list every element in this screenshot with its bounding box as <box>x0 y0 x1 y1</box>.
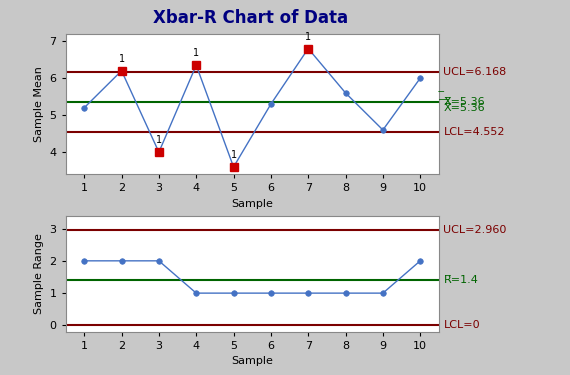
X-axis label: Sample: Sample <box>231 357 273 366</box>
Text: UCL=6.168: UCL=6.168 <box>443 67 507 77</box>
Y-axis label: Sample Range: Sample Range <box>34 233 44 314</box>
Text: 1: 1 <box>305 32 311 42</box>
X-axis label: Sample: Sample <box>231 199 273 209</box>
Text: LCL=0: LCL=0 <box>443 320 480 330</box>
Text: Xbar-R Chart of Data: Xbar-R Chart of Data <box>153 9 348 27</box>
Text: X̅=5.36: X̅=5.36 <box>443 97 485 107</box>
Text: ̅
X̅=5.36: ̅ X̅=5.36 <box>443 91 485 112</box>
Text: UCL=2.960: UCL=2.960 <box>443 225 507 235</box>
Text: R̅=1.4: R̅=1.4 <box>443 275 478 285</box>
Text: 1: 1 <box>156 135 162 145</box>
Text: 1: 1 <box>230 150 237 160</box>
Text: 1: 1 <box>119 54 125 64</box>
Text: LCL=4.552: LCL=4.552 <box>443 127 505 137</box>
Text: 1: 1 <box>193 48 200 58</box>
Y-axis label: Sample Mean: Sample Mean <box>34 66 44 142</box>
